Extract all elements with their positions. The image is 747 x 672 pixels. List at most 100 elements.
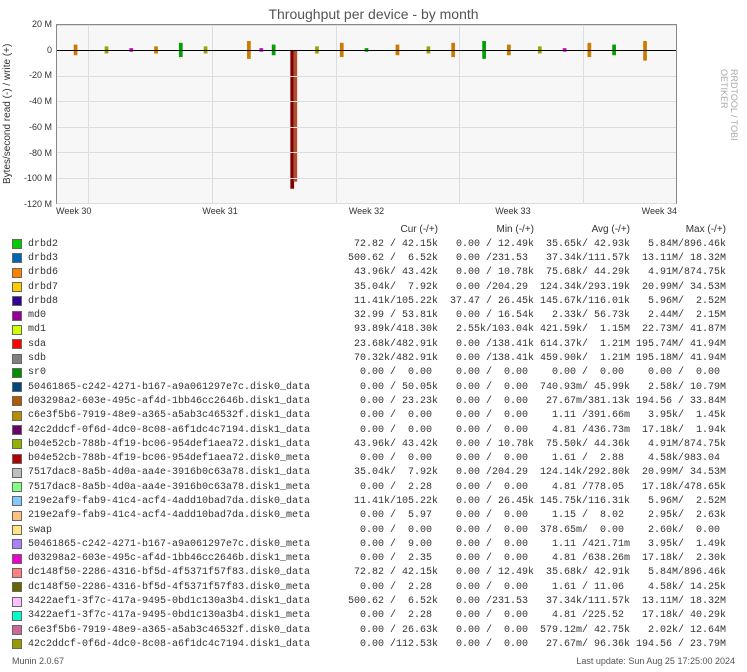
series-avg: 740.93m/ 45.99k <box>534 382 630 393</box>
series-min: 0.00 /231.53 <box>438 596 534 607</box>
series-avg: 0.00 / 0.00 <box>534 367 630 378</box>
color-swatch <box>12 582 22 592</box>
series-max: 17.18k/ 40.29k <box>630 610 726 621</box>
series-avg: 4.81 /778.05 <box>534 482 630 493</box>
series-avg: 124.34k/293.19k <box>534 282 630 293</box>
color-swatch <box>12 539 22 549</box>
series-max: 5.96M/ 2.52M <box>630 496 726 507</box>
x-tick: Week 31 <box>202 206 237 216</box>
series-max: 0.00 / 0.00 <box>630 367 726 378</box>
legend-row: 42c2ddcf-0f6d-4dc0-8c08-a6f1dc4c7194.dis… <box>12 637 747 651</box>
series-name: d03298a2-603e-495c-af4d-1bb46cc2646b.dis… <box>28 553 342 564</box>
color-swatch <box>12 639 22 649</box>
series-max: 4.58k/ 14.25k <box>630 582 726 593</box>
series-max: 13.11M/ 18.32M <box>630 253 726 264</box>
series-name: drbd6 <box>28 267 342 278</box>
y-tick: -20 M <box>29 70 52 80</box>
series-cur: 0.00 /112.53k <box>342 639 438 650</box>
series-cur: 35.04k/ 7.92k <box>342 282 438 293</box>
footer: Munin 2.0.67 Last update: Sun Aug 25 17:… <box>12 656 735 666</box>
series-name: b04e52cb-788b-4f19-bc06-954def1aea72.dis… <box>28 453 342 464</box>
series-max: 4.58k/983.04 <box>630 453 726 464</box>
series-name: 3422aef1-3f7c-417a-9495-0bd1c130a3b4.dis… <box>28 596 342 607</box>
series-cur: 0.00 / 2.28 <box>342 482 438 493</box>
series-cur: 43.96k/ 43.42k <box>342 439 438 450</box>
series-min: 0.00 / 0.00 <box>438 510 534 521</box>
color-swatch <box>12 568 22 578</box>
rrdtool-credit: RRDTOOL / TOBI OETIKER <box>719 69 739 159</box>
series-max: 3.95k/ 1.49k <box>630 539 726 550</box>
legend-row: sdb 70.32k/482.91k 0.00 /138.41k459.90k/… <box>12 351 747 365</box>
series-min: 37.47 / 26.45k <box>438 296 534 307</box>
series-max: 2.60k/ 0.00 <box>630 525 726 536</box>
series-name: drbd7 <box>28 282 342 293</box>
color-swatch <box>12 525 22 535</box>
x-tick: Week 32 <box>349 206 384 216</box>
series-avg: 1.11 /391.66m <box>534 410 630 421</box>
series-min: 0.00 /138.41k <box>438 339 534 350</box>
series-cur: 0.00 / 9.00 <box>342 539 438 550</box>
col-max: Max (-/+) <box>630 224 726 235</box>
series-cur: 0.00 / 0.00 <box>342 453 438 464</box>
series-avg: 35.65k/ 42.93k <box>534 239 630 250</box>
series-name: drbd3 <box>28 253 342 264</box>
x-tick: Week 33 <box>495 206 530 216</box>
color-swatch <box>12 439 22 449</box>
series-avg: 378.65m/ 0.00 <box>534 525 630 536</box>
legend-row: drbd6 43.96k/ 43.42k 0.00 / 10.78k 75.68… <box>12 266 747 280</box>
series-avg: 1.11 /421.71m <box>534 539 630 550</box>
series-cur: 500.62 / 6.52k <box>342 253 438 264</box>
last-update: Last update: Sun Aug 25 17:25:00 2024 <box>576 656 735 666</box>
series-name: 3422aef1-3f7c-417a-9495-0bd1c130a3b4.dis… <box>28 610 342 621</box>
series-name: 50461865-c242-4271-b167-a9a061297e7c.dis… <box>28 382 342 393</box>
series-cur: 0.00 / 2.28 <box>342 582 438 593</box>
color-swatch <box>12 597 22 607</box>
series-name: sdb <box>28 353 342 364</box>
series-cur: 0.00 / 2.28 <box>342 610 438 621</box>
series-name: sda <box>28 339 342 350</box>
color-swatch <box>12 454 22 464</box>
series-cur: 70.32k/482.91k <box>342 353 438 364</box>
legend-row: 219e2af9-fab9-41c4-acf4-4add10bad7da.dis… <box>12 509 747 523</box>
color-swatch <box>12 253 22 263</box>
series-min: 0.00 / 0.00 <box>438 396 534 407</box>
plot-area <box>56 24 677 204</box>
series-cur: 11.41k/105.22k <box>342 296 438 307</box>
legend-row: md1 93.89k/418.30k 2.55k/103.04k421.59k/… <box>12 323 747 337</box>
legend-row: dc148f50-2286-4316-bf5d-4f5371f57f83.dis… <box>12 566 747 580</box>
series-min: 0.00 / 0.00 <box>438 539 534 550</box>
series-avg: 1.15 / 8.02 <box>534 510 630 521</box>
series-avg: 579.12m/ 42.75k <box>534 625 630 636</box>
legend-row: d03298a2-603e-495c-af4d-1bb46cc2646b.dis… <box>12 552 747 566</box>
legend-row: 3422aef1-3f7c-417a-9495-0bd1c130a3b4.dis… <box>12 594 747 608</box>
legend-row: 7517dac8-8a5b-4d0a-aa4e-3916b0c63a78.dis… <box>12 466 747 480</box>
color-swatch <box>12 482 22 492</box>
series-max: 5.96M/ 2.52M <box>630 296 726 307</box>
series-max: 195.74M/ 41.94M <box>630 339 726 350</box>
series-min: 0.00 / 0.00 <box>438 410 534 421</box>
series-cur: 0.00 / 0.00 <box>342 525 438 536</box>
series-avg: 37.34k/111.57k <box>534 253 630 264</box>
series-max: 2.44M/ 2.15M <box>630 310 726 321</box>
series-cur: 0.00 / 0.00 <box>342 410 438 421</box>
color-swatch <box>12 282 22 292</box>
col-avg: Avg (-/+) <box>534 224 630 235</box>
series-avg: 124.14k/292.80k <box>534 467 630 478</box>
legend-row: sda 23.68k/482.91k 0.00 /138.41k614.37k/… <box>12 337 747 351</box>
series-avg: 459.90k/ 1.21M <box>534 353 630 364</box>
series-cur: 500.62 / 6.52k <box>342 596 438 607</box>
color-swatch <box>12 425 22 435</box>
series-name: drbd8 <box>28 296 342 307</box>
series-name: 42c2ddcf-0f6d-4dc0-8c08-a6f1dc4c7194.dis… <box>28 639 342 650</box>
series-cur: 0.00 / 0.00 <box>342 367 438 378</box>
y-axis: 20 M0-20 M-40 M-60 M-80 M-100 M-120 M <box>16 24 56 204</box>
series-max: 194.56 / 23.79M <box>630 639 726 650</box>
series-min: 0.00 / 0.00 <box>438 367 534 378</box>
series-avg: 614.37k/ 1.21M <box>534 339 630 350</box>
legend-row: drbd7 35.04k/ 7.92k 0.00 /204.29 124.34k… <box>12 280 747 294</box>
series-avg: 1.61 / 2.88 <box>534 453 630 464</box>
series-min: 0.00 / 0.00 <box>438 610 534 621</box>
legend-row: drbd3500.62 / 6.52k 0.00 /231.53 37.34k/… <box>12 251 747 265</box>
color-swatch <box>12 611 22 621</box>
series-min: 0.00 / 0.00 <box>438 525 534 536</box>
